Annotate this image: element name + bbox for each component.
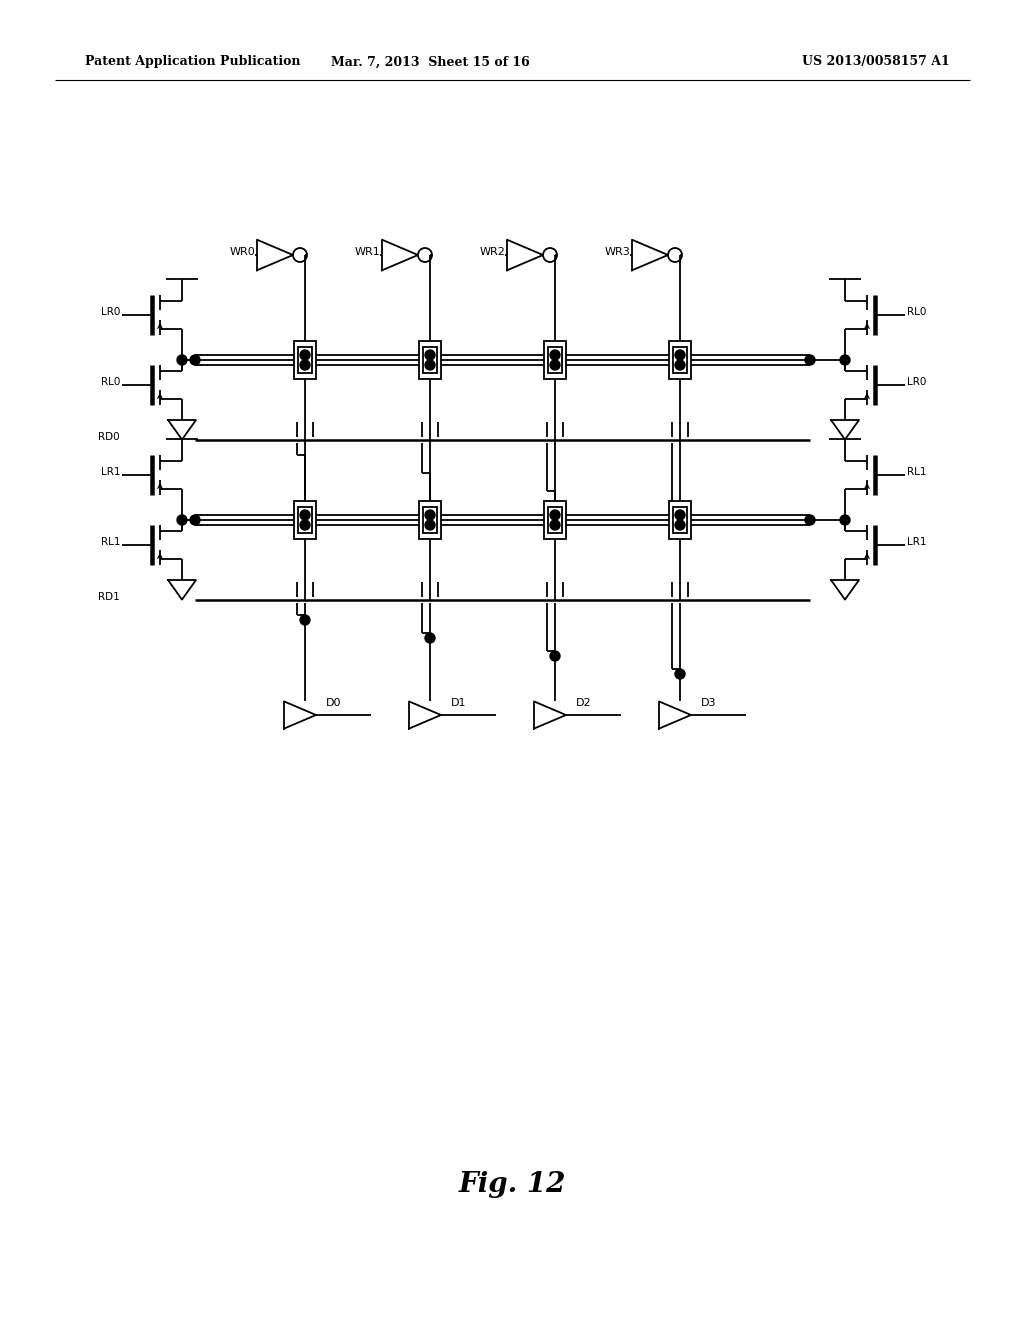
Circle shape: [550, 360, 560, 370]
Circle shape: [177, 355, 187, 366]
Text: RL0: RL0: [100, 378, 120, 387]
Bar: [548, 347, 562, 374]
Text: LR0: LR0: [907, 378, 927, 387]
Circle shape: [190, 515, 200, 525]
Bar: [544, 341, 566, 379]
Text: Fig. 12: Fig. 12: [459, 1172, 565, 1199]
Circle shape: [300, 510, 310, 520]
Text: RD1: RD1: [98, 591, 120, 602]
Text: US 2013/0058157 A1: US 2013/0058157 A1: [802, 55, 950, 69]
Text: RL0: RL0: [907, 308, 927, 317]
Text: D0: D0: [326, 698, 341, 708]
Bar: [548, 507, 562, 533]
Circle shape: [675, 350, 685, 360]
Bar: [423, 347, 437, 374]
Circle shape: [300, 360, 310, 370]
Circle shape: [425, 350, 435, 360]
Text: LR1: LR1: [100, 467, 120, 477]
Text: RL1: RL1: [100, 537, 120, 546]
Circle shape: [550, 350, 560, 360]
Circle shape: [300, 350, 310, 360]
Circle shape: [675, 669, 685, 678]
Circle shape: [840, 515, 850, 525]
Text: Patent Application Publication: Patent Application Publication: [85, 55, 300, 69]
Text: RL1: RL1: [907, 467, 927, 477]
Circle shape: [550, 520, 560, 531]
Text: RD0: RD0: [98, 432, 120, 442]
Circle shape: [675, 360, 685, 370]
Circle shape: [805, 515, 815, 525]
Text: Mar. 7, 2013  Sheet 15 of 16: Mar. 7, 2013 Sheet 15 of 16: [331, 55, 529, 69]
Circle shape: [675, 520, 685, 531]
Circle shape: [805, 355, 815, 366]
Text: D2: D2: [575, 698, 592, 708]
Bar: [419, 502, 441, 539]
Text: WR2: WR2: [479, 247, 505, 257]
Text: D3: D3: [701, 698, 717, 708]
Circle shape: [300, 520, 310, 531]
Bar: [294, 502, 316, 539]
Bar: [294, 341, 316, 379]
Bar: [544, 502, 566, 539]
Bar: [419, 341, 441, 379]
Circle shape: [550, 510, 560, 520]
Bar: [673, 347, 687, 374]
Bar: [673, 507, 687, 533]
Text: D1: D1: [451, 698, 467, 708]
Circle shape: [425, 634, 435, 643]
Circle shape: [840, 355, 850, 366]
Circle shape: [425, 520, 435, 531]
Circle shape: [675, 510, 685, 520]
Text: WR3: WR3: [604, 247, 630, 257]
Circle shape: [190, 355, 200, 366]
Circle shape: [300, 615, 310, 624]
Bar: [298, 507, 312, 533]
Bar: [669, 341, 691, 379]
Bar: [298, 347, 312, 374]
Text: WR0: WR0: [229, 247, 255, 257]
Text: LR0: LR0: [100, 308, 120, 317]
Bar: [423, 507, 437, 533]
Text: WR1: WR1: [354, 247, 380, 257]
Circle shape: [550, 651, 560, 661]
Text: LR1: LR1: [907, 537, 927, 546]
Bar: [669, 502, 691, 539]
Circle shape: [425, 510, 435, 520]
Circle shape: [177, 515, 187, 525]
Circle shape: [425, 360, 435, 370]
